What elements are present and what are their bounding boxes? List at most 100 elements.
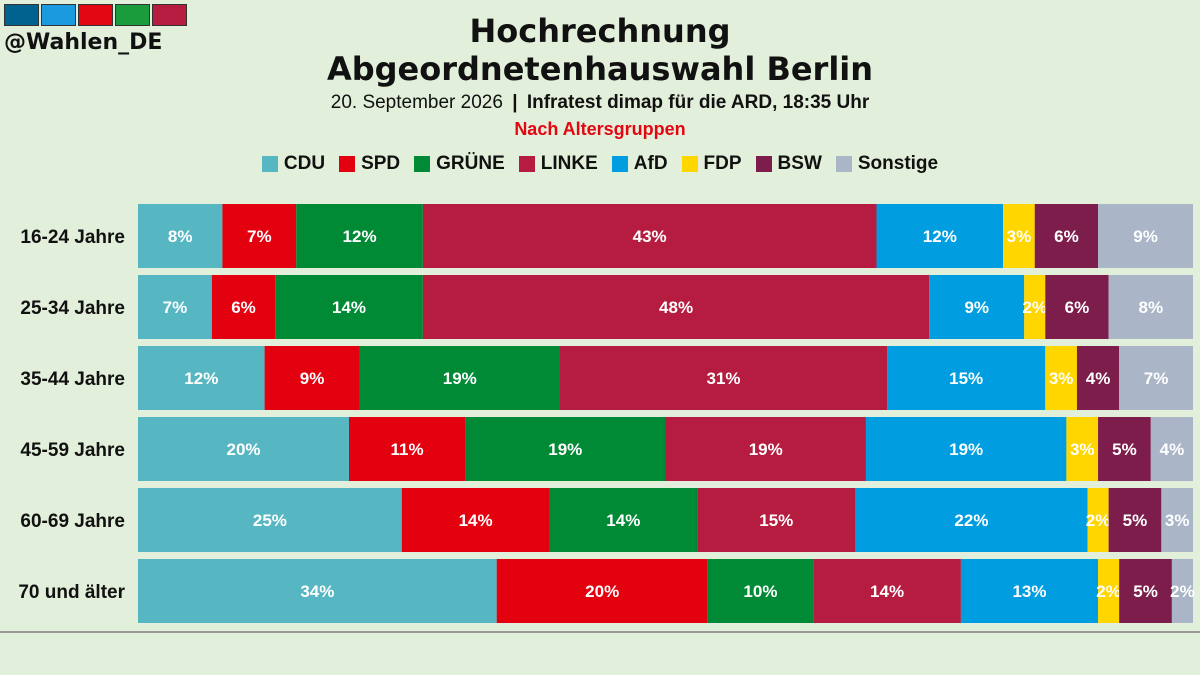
bottom-divider bbox=[0, 631, 1200, 633]
data-label: 48% bbox=[659, 298, 693, 317]
legend-item: Sonstige bbox=[835, 153, 939, 175]
data-label: 9% bbox=[964, 298, 989, 317]
logo-block-5 bbox=[152, 4, 187, 26]
data-label: 8% bbox=[168, 227, 193, 246]
data-label: 7% bbox=[247, 227, 272, 246]
data-label: 4% bbox=[1160, 440, 1185, 459]
twitter-handle: @Wahlen_DE bbox=[4, 30, 163, 55]
bar-segment bbox=[707, 559, 814, 623]
bar-segment bbox=[1119, 346, 1193, 410]
bar-segment bbox=[697, 488, 856, 552]
brand-logo: @Wahlen_DE bbox=[4, 4, 194, 55]
data-label: 3% bbox=[1049, 369, 1074, 388]
bar-segment bbox=[422, 275, 930, 339]
bar-segment bbox=[1034, 204, 1099, 268]
legend-item: CDU bbox=[261, 153, 325, 175]
bar-segment bbox=[1045, 346, 1077, 410]
data-label: 19% bbox=[749, 440, 783, 459]
data-label: 34% bbox=[300, 582, 334, 601]
bar-segment bbox=[138, 559, 497, 623]
bar-segment bbox=[1098, 559, 1120, 623]
bar-segment bbox=[465, 417, 666, 481]
data-label: 2% bbox=[1086, 511, 1111, 530]
legend-item: GRÜNE bbox=[414, 153, 505, 175]
title-line-2: Abgeordnetenhauswahl Berlin bbox=[326, 50, 874, 88]
bar-segment bbox=[138, 275, 212, 339]
bar-segment bbox=[665, 417, 866, 481]
legend-label: FDP bbox=[703, 153, 742, 174]
bar-segment bbox=[1024, 275, 1046, 339]
bar-segment bbox=[401, 488, 550, 552]
data-label: 20% bbox=[226, 440, 260, 459]
bar-segment bbox=[813, 559, 961, 623]
legend-item: LINKE bbox=[518, 153, 598, 175]
legend-swatch bbox=[261, 156, 278, 172]
logo-block-4 bbox=[115, 4, 150, 26]
data-label: 31% bbox=[707, 369, 741, 388]
poll-date: 20. September 2026 bbox=[330, 92, 503, 113]
bar-segment bbox=[876, 204, 1004, 268]
bar-segment bbox=[1087, 488, 1109, 552]
data-label: 19% bbox=[443, 369, 477, 388]
data-label: 14% bbox=[606, 511, 640, 530]
subtitle-separator: | bbox=[512, 92, 518, 113]
bar-segment bbox=[1076, 346, 1120, 410]
data-label: 7% bbox=[1144, 369, 1169, 388]
bar-segment bbox=[359, 346, 560, 410]
bar-segment bbox=[960, 559, 1099, 623]
data-label: 2% bbox=[1096, 582, 1121, 601]
data-label: 11% bbox=[390, 440, 423, 459]
bar-segment bbox=[138, 417, 349, 481]
legend-label: LINKE bbox=[540, 153, 598, 174]
data-label: 3% bbox=[1007, 227, 1032, 246]
bar-segment bbox=[138, 204, 223, 268]
data-label: 5% bbox=[1123, 511, 1148, 530]
legend-item: SPD bbox=[339, 153, 400, 175]
bar-segment bbox=[1003, 204, 1035, 268]
legend-swatch bbox=[339, 156, 356, 172]
data-label: 20% bbox=[585, 582, 619, 601]
bar-segment bbox=[296, 204, 423, 268]
legend-label: SPD bbox=[361, 153, 401, 174]
bar-segment bbox=[1150, 417, 1193, 481]
bar-segment bbox=[496, 559, 708, 623]
data-label: 14% bbox=[332, 298, 366, 317]
legend-swatch bbox=[835, 156, 852, 172]
bar-segment bbox=[1098, 204, 1193, 268]
data-label: 3% bbox=[1070, 440, 1095, 459]
data-label: 14% bbox=[459, 511, 493, 530]
category-label: 16-24 Jahre bbox=[20, 227, 125, 248]
bar-segment bbox=[138, 488, 402, 552]
legend-swatch bbox=[611, 156, 628, 172]
bar-segment bbox=[1171, 559, 1193, 623]
data-label: 5% bbox=[1133, 582, 1158, 601]
bar-segment bbox=[275, 275, 423, 339]
bar-segment bbox=[222, 204, 297, 268]
data-label: 9% bbox=[300, 369, 325, 388]
category-label: 35-44 Jahre bbox=[20, 369, 125, 390]
legend-swatch bbox=[414, 156, 431, 172]
bar-segment bbox=[1098, 417, 1151, 481]
data-label: 19% bbox=[949, 440, 983, 459]
data-label: 6% bbox=[1054, 227, 1079, 246]
data-label: 13% bbox=[1012, 582, 1046, 601]
bar-segment bbox=[549, 488, 698, 552]
data-label: 12% bbox=[184, 369, 218, 388]
title-line-1: Hochrechnung bbox=[469, 12, 731, 50]
chart-subtitle: 20. September 2026 | Infratest dimap für… bbox=[0, 92, 1200, 114]
data-label: 43% bbox=[633, 227, 667, 246]
legend-item: BSW bbox=[755, 153, 822, 175]
data-label: 9% bbox=[1133, 227, 1158, 246]
data-label: 2% bbox=[1022, 298, 1047, 317]
logo-block-2 bbox=[41, 4, 76, 26]
category-label: 60-69 Jahre bbox=[20, 511, 125, 532]
chart-legend: CDU SPD GRÜNE LINKE AfD FDP BSW Sonstige bbox=[0, 153, 1200, 175]
legend-label: Sonstige bbox=[857, 153, 939, 174]
logo-block-1 bbox=[4, 4, 39, 26]
data-label: 12% bbox=[343, 227, 377, 246]
legend-item: FDP bbox=[681, 153, 742, 175]
bar-segment bbox=[855, 488, 1088, 552]
data-label: 4% bbox=[1086, 369, 1111, 388]
bar-segment bbox=[1108, 488, 1162, 552]
